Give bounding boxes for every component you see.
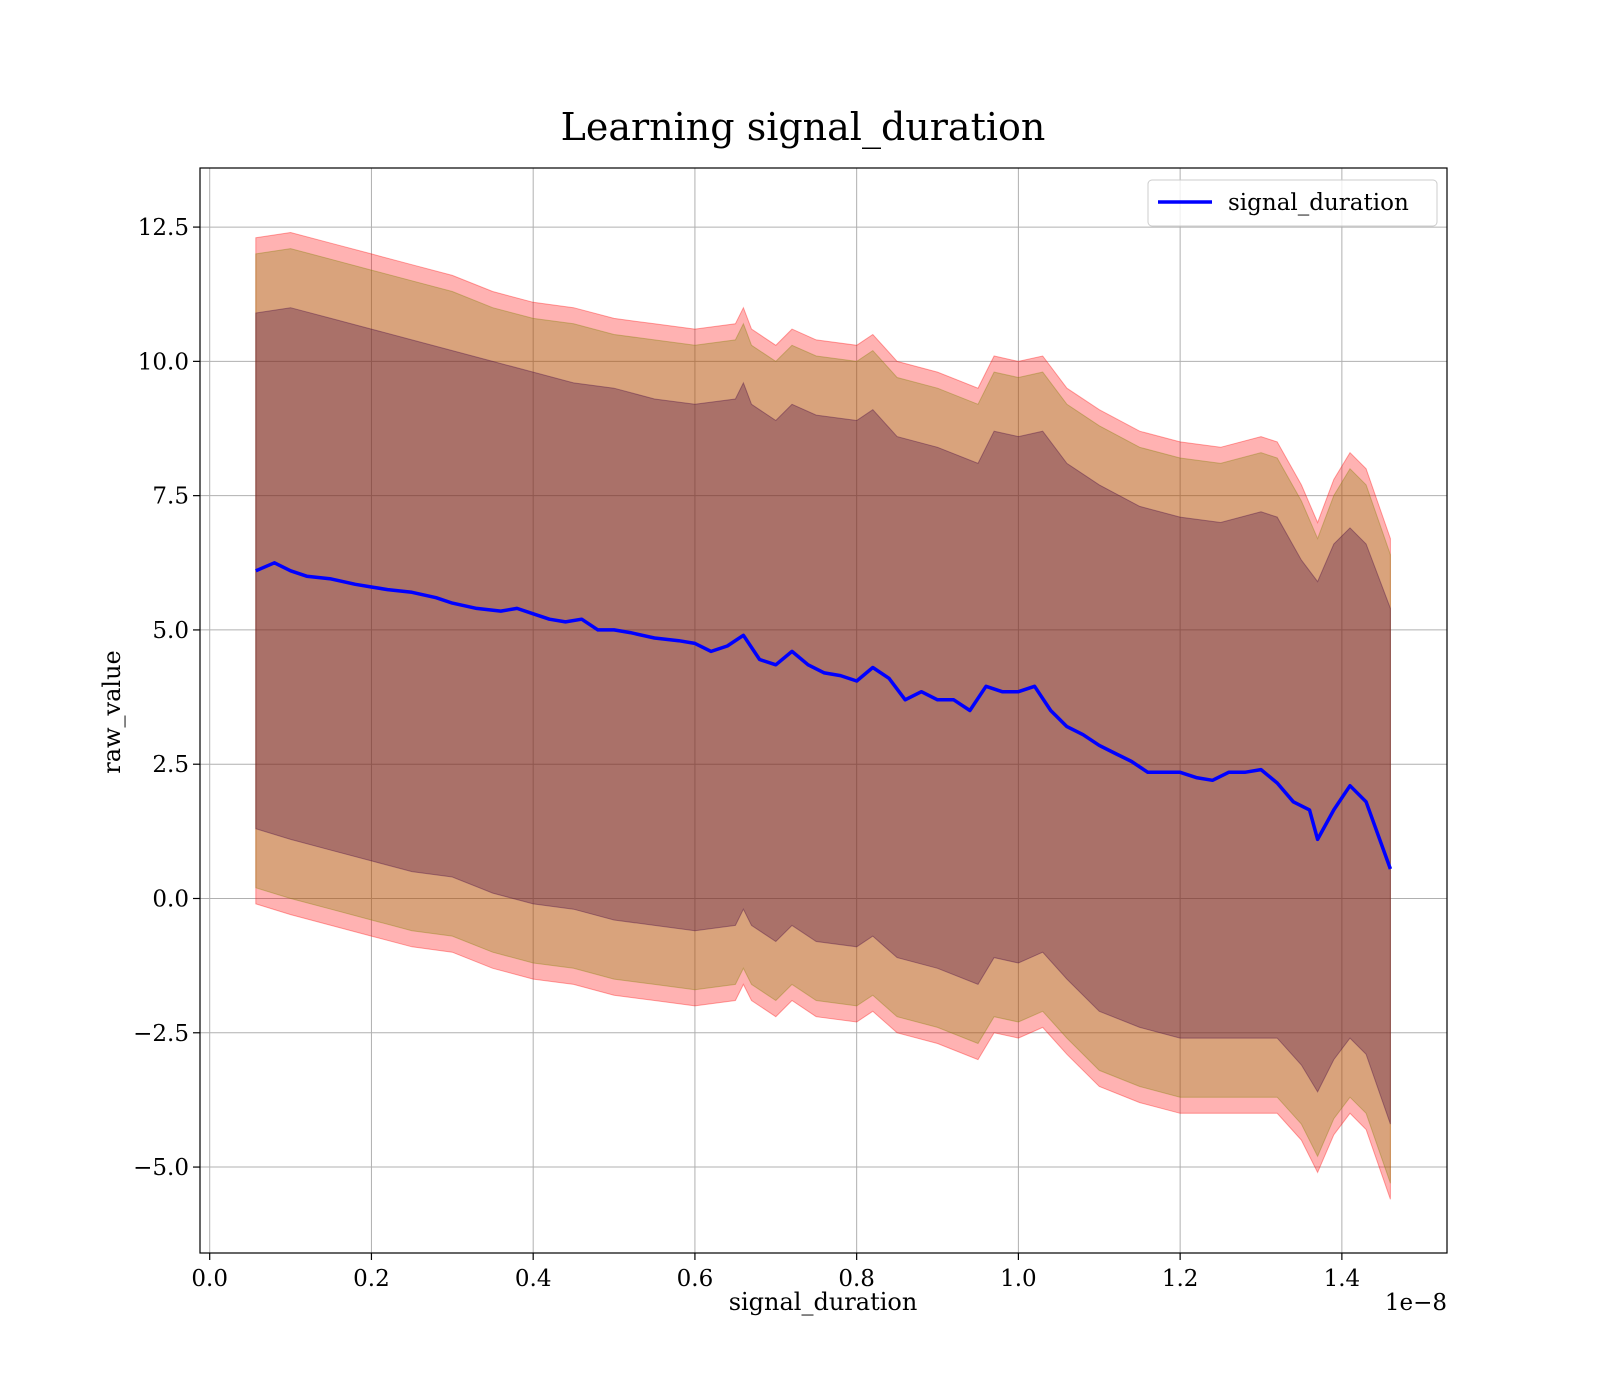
x-tick-label: 0.4 xyxy=(515,1266,552,1292)
y-tick-label: 12.5 xyxy=(138,215,189,241)
x-tick-label: 1.4 xyxy=(1324,1266,1361,1292)
confidence-bands xyxy=(255,231,1391,1200)
x-tick-label: 0.8 xyxy=(838,1266,875,1292)
axis-ticks: 0.0 0.2 0.4 0.6 0.8 1.0 1.2 1.4 −5.0 −2.5 0.0 2.5 5.… xyxy=(133,215,1360,1292)
x-axis-offset-label: 1e−8 xyxy=(1385,1290,1447,1316)
data-series xyxy=(255,561,1393,870)
legend-box xyxy=(1147,179,1438,227)
band-middle xyxy=(255,248,1391,1184)
x-tick-label: 0.0 xyxy=(191,1266,228,1292)
chart-title: Learning signal_duration xyxy=(561,105,1046,150)
series-line-signal-duration xyxy=(255,561,1393,870)
y-tick-label: −2.5 xyxy=(133,1021,189,1047)
y-tick-label: −5.0 xyxy=(133,1155,189,1181)
x-tick-label: 1.0 xyxy=(1000,1266,1037,1292)
y-tick-label: 0.0 xyxy=(152,886,189,912)
plot-frame xyxy=(199,167,1448,1254)
band-outer xyxy=(255,231,1391,1200)
band-inner xyxy=(255,307,1391,1125)
legend: signal_duration xyxy=(1147,179,1438,227)
x-tick-label: 1.2 xyxy=(1162,1266,1199,1292)
gridlines xyxy=(200,168,1447,1253)
x-tick-label: 0.6 xyxy=(677,1266,714,1292)
y-tick-label: 7.5 xyxy=(152,484,189,510)
y-tick-label: 10.0 xyxy=(138,349,189,375)
x-tick-label: 0.2 xyxy=(353,1266,390,1292)
y-axis-label: raw_value xyxy=(98,650,126,774)
legend-label-signal-duration: signal_duration xyxy=(1228,190,1409,216)
y-tick-label: 5.0 xyxy=(152,618,189,644)
y-tick-label: 2.5 xyxy=(152,752,189,778)
x-axis-label: signal_duration xyxy=(729,1288,918,1316)
